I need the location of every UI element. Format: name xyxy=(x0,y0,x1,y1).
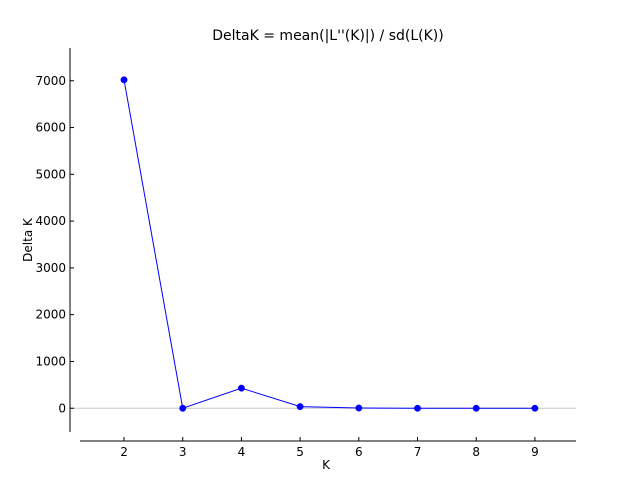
x-tick-label: 8 xyxy=(472,445,480,459)
x-axis-ticks: 2 3 4 5 6 7 8 9 xyxy=(120,437,539,459)
data-point xyxy=(179,404,187,412)
y-tick-label: 4000 xyxy=(35,214,66,228)
y-tick-label: 6000 xyxy=(35,121,66,135)
data-point xyxy=(355,404,363,412)
x-tick-label: 2 xyxy=(120,445,128,459)
data-point xyxy=(531,404,539,412)
plot-area: 0 1000 2000 3000 4000 5000 6000 7000 2 3 4 5 6 7 8 9 xyxy=(35,48,576,459)
x-tick-label: 3 xyxy=(179,445,187,459)
y-axis-ticks: 0 1000 2000 3000 4000 5000 6000 7000 xyxy=(35,74,74,415)
y-tick-label: 0 xyxy=(58,401,66,415)
data-point xyxy=(120,76,128,84)
data-point xyxy=(472,404,480,412)
y-tick-label: 5000 xyxy=(35,167,66,181)
series-points xyxy=(120,76,539,412)
x-tick-label: 5 xyxy=(296,445,304,459)
y-tick-label: 7000 xyxy=(35,74,66,88)
data-point xyxy=(237,384,245,392)
y-axis-title: Delta K xyxy=(21,217,35,262)
x-tick-label: 4 xyxy=(238,445,246,459)
y-tick-label: 3000 xyxy=(35,261,66,275)
data-point xyxy=(414,404,421,412)
data-point xyxy=(296,403,304,411)
x-tick-label: 9 xyxy=(531,445,539,459)
y-tick-label: 1000 xyxy=(35,354,66,368)
x-tick-label: 6 xyxy=(355,445,363,459)
chart-title: DeltaK = mean(|L''(K)|) / sd(L(K)) xyxy=(212,28,443,44)
x-tick-label: 7 xyxy=(414,445,422,459)
y-tick-label: 2000 xyxy=(35,308,66,322)
x-axis-title: K xyxy=(322,458,331,472)
series-line xyxy=(123,79,535,409)
